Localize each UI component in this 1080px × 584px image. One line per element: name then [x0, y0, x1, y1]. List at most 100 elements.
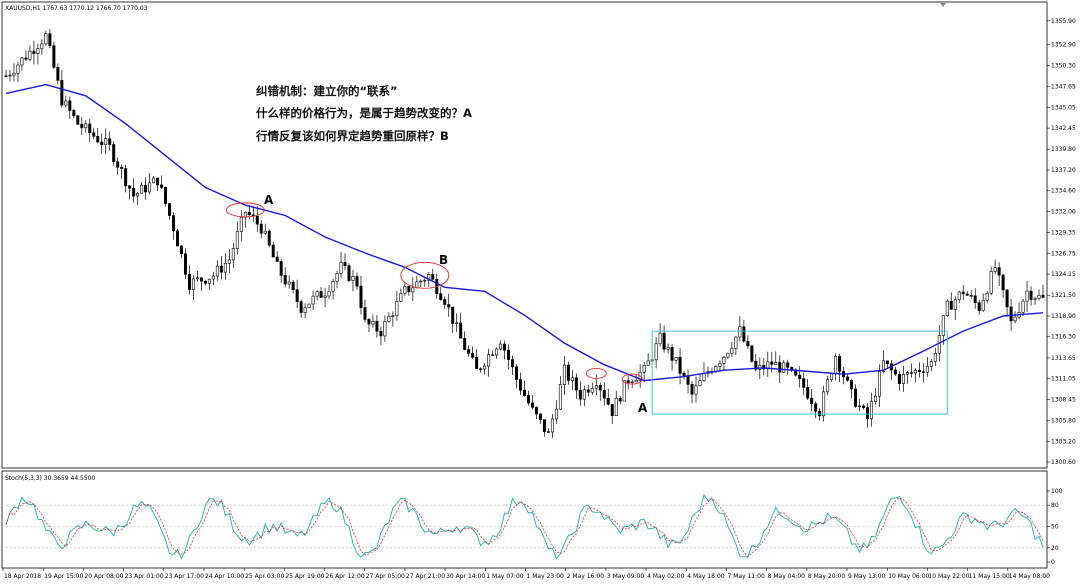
candle-body: [491, 354, 495, 356]
candle-body: [176, 230, 180, 247]
candle-body: [263, 230, 267, 234]
candle-body: [179, 245, 183, 255]
candle-body: [973, 295, 977, 303]
time-tick-label: 1 May 07:00: [486, 573, 524, 580]
time-axis: 18 Apr 2018 19 Apr 15:00 20 Apr 08:00 23 Ap…: [2, 568, 1050, 580]
candle-body: [554, 408, 558, 420]
candle-body: [319, 291, 323, 298]
candle-body: [590, 387, 594, 393]
candle-body: [187, 274, 191, 290]
candle-body: [538, 413, 542, 420]
candle-body: [694, 385, 698, 395]
time-tick-label: 4 May 18:00: [687, 573, 725, 580]
annotation-line-1: 纠错机制：建立你的“联系”: [256, 84, 398, 98]
candle-body: [32, 50, 36, 54]
candle-body: [259, 223, 263, 234]
candle-body: [582, 389, 586, 400]
candle-body: [917, 369, 921, 372]
candle-body: [662, 332, 666, 350]
candle-body: [1001, 274, 1005, 291]
candle-body: [295, 289, 299, 302]
candle-body: [275, 256, 279, 262]
candle-body: [439, 293, 443, 300]
price-tick-label: 1318.90: [1051, 313, 1076, 320]
candle-body: [88, 123, 92, 134]
candle-body: [630, 381, 634, 383]
moving-average-line: [5, 83, 1044, 382]
candle-body: [203, 280, 207, 284]
candle-body: [431, 274, 435, 280]
candle-body: [574, 377, 578, 391]
time-tick-label: 25 Apr 03:00: [245, 573, 284, 580]
candle-body: [28, 50, 32, 60]
candle-body: [893, 369, 897, 375]
candle-body: [949, 300, 953, 310]
stoch-tick-label: 80: [1051, 502, 1059, 509]
candle-body: [1029, 290, 1033, 300]
candle-body: [634, 379, 638, 383]
candle-body: [399, 292, 403, 302]
candle-body: [666, 347, 670, 350]
moving-average-layer: [5, 83, 1044, 382]
candle-body: [566, 364, 570, 381]
candle-body: [515, 366, 519, 380]
candle-body: [718, 363, 722, 367]
candle-body: [56, 66, 60, 81]
stoch-tick-label: 0: [1051, 559, 1055, 566]
price-tick-label: 1332.00: [1051, 208, 1076, 215]
symbol-info: XAUUSD,H1 1767.63 1770.12 1766.70 1770.0…: [5, 5, 148, 12]
stoch-main-line: [5, 493, 1044, 560]
time-tick-label: 3 May 09:00: [607, 573, 645, 580]
candle-body: [16, 64, 20, 74]
candle-body: [108, 138, 112, 145]
candle-body: [610, 403, 614, 416]
candle-body: [1025, 290, 1029, 302]
candle-body: [606, 397, 610, 405]
candle-body: [427, 274, 431, 281]
label-a-second: A: [638, 401, 648, 415]
main-plot-frame: [1, 1, 1048, 469]
candle-body: [618, 397, 622, 402]
highlight-ellipse: [400, 261, 450, 289]
stoch-label: Stoch(5,3,3) 30.3659 44.5500: [5, 475, 96, 482]
price-tick-label: 1326.75: [1051, 250, 1076, 257]
candle-body: [1033, 298, 1037, 300]
candle-body: [403, 285, 407, 294]
time-tick-label: 25 Apr 19:00: [285, 573, 324, 580]
candle-body: [774, 362, 778, 365]
candle-body: [351, 276, 355, 281]
candle-body: [52, 45, 56, 68]
candle-body: [862, 405, 866, 408]
candle-body: [786, 362, 790, 368]
candle-body: [375, 320, 379, 332]
candle-body: [355, 276, 359, 287]
candle-body: [921, 371, 925, 373]
candle-body: [387, 316, 391, 322]
candle-body: [72, 110, 76, 117]
price-tick-label: 1342.45: [1051, 125, 1076, 132]
price-tick-label: 1303.20: [1051, 438, 1076, 445]
candle-body: [451, 306, 455, 324]
price-tick-label: 1352.90: [1051, 42, 1076, 49]
candle-body: [84, 123, 88, 129]
candle-body: [658, 332, 662, 345]
time-tick-label: 1 May 23:00: [527, 573, 565, 580]
annotation-shapes: [225, 202, 948, 415]
candle-body: [327, 290, 331, 297]
price-tick-label: 1308.45: [1051, 396, 1076, 403]
candle-body: [120, 166, 124, 169]
candle-body: [519, 379, 523, 391]
candle-body: [20, 57, 24, 66]
candle-body: [483, 365, 487, 370]
time-tick-label: 4 May 02:00: [647, 573, 685, 580]
candle-body: [838, 356, 842, 372]
chart-shift-marker-icon[interactable]: [940, 3, 946, 7]
candle-body: [363, 307, 367, 320]
candle-body: [128, 185, 132, 189]
candle-body: [722, 356, 726, 364]
candle-body: [140, 184, 144, 194]
candle-body: [8, 74, 12, 77]
candle-body: [534, 407, 538, 415]
candle-body: [754, 360, 758, 370]
